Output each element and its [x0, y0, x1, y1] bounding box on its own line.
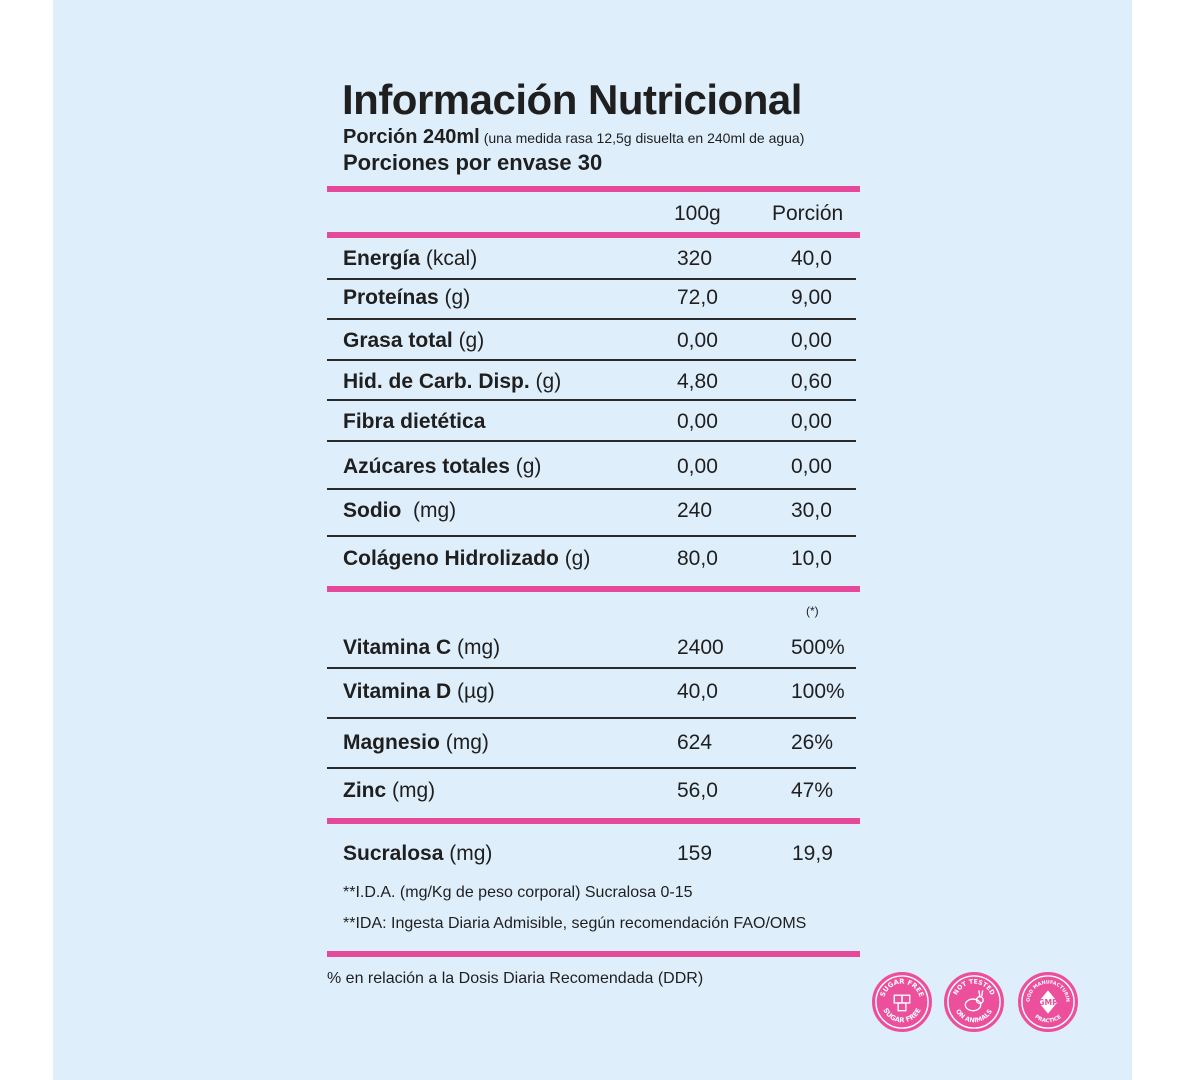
vitamin-label: Zinc (mg)	[343, 779, 436, 802]
sweetener-row: Sucralosa (mg) 159 19,9	[343, 842, 855, 872]
value-serving: 0,00	[791, 455, 832, 478]
nutrient-row-proteinas: Proteínas (g) 72,0 9,00	[343, 286, 855, 316]
row-divider	[327, 488, 856, 490]
label-panel	[53, 0, 1132, 1080]
not-tested-on-animals-icon: NOT TESTED ON ANIMALS	[947, 975, 1001, 1029]
value-serving: 19,9	[792, 842, 833, 865]
gmp-center-text: GMP	[1038, 998, 1058, 1007]
value-serving: 47%	[791, 779, 834, 802]
nutrient-label: Fibra dietética	[343, 410, 486, 433]
row-divider	[327, 278, 856, 280]
svg-text:PRACTICE: PRACTICE	[1033, 1014, 1062, 1025]
nutrient-label: Grasa total (g)	[343, 329, 485, 352]
column-header-serving: Porción	[772, 202, 844, 225]
vitamin-row-d: Vitamina D (µg) 40,0 100%	[343, 680, 855, 710]
row-divider	[327, 440, 856, 442]
value-100g: 72,0	[677, 286, 718, 309]
value-100g: 40,0	[677, 680, 718, 703]
nutrient-label: Sodio (mg)	[343, 499, 457, 522]
gmp-badge: GOOD MANUFACTURING PRACTICE GMP	[1018, 972, 1078, 1032]
serving-size: Porción 240ml (una medida rasa 12,5g disu…	[343, 126, 804, 149]
sweetener-label: Sucralosa (mg)	[343, 842, 493, 865]
vitamin-label: Vitamina D (µg)	[343, 680, 495, 703]
nutrient-label: Colágeno Hidrolizado (g)	[343, 547, 591, 570]
svg-text:SUGAR FREE: SUGAR FREE	[881, 1006, 923, 1024]
nutrient-row-grasa: Grasa total (g) 0,00 0,00	[343, 329, 855, 359]
value-serving: 40,0	[791, 247, 832, 270]
nutrient-label: Azúcares totales (g)	[343, 455, 542, 478]
value-100g: 80,0	[677, 547, 718, 570]
value-100g: 0,00	[677, 410, 718, 433]
nutrient-row-sodio: Sodio (mg) 240 30,0	[343, 499, 855, 529]
nutrient-label: Hid. de Carb. Disp. (g)	[343, 370, 562, 393]
row-divider	[327, 359, 856, 361]
vitamin-label: Vitamina C (mg)	[343, 636, 501, 659]
vitamin-label: Magnesio (mg)	[343, 731, 489, 754]
nutrient-label: Proteínas (g)	[343, 286, 471, 309]
value-serving: 0,00	[791, 410, 832, 433]
value-serving: 0,00	[791, 329, 832, 352]
vitamin-row-magnesio: Magnesio (mg) 624 26%	[343, 731, 855, 761]
nutrient-row-energia: Energía (kcal) 320 40,0	[343, 247, 855, 277]
gmp-icon: GOOD MANUFACTURING PRACTICE GMP	[1020, 973, 1075, 1029]
divider-header	[327, 232, 860, 238]
value-serving: 500%	[791, 636, 845, 659]
row-divider	[327, 535, 856, 537]
nutrient-row-colageno: Colágeno Hidrolizado (g) 80,0 10,0	[343, 547, 855, 577]
serving-label: Porción 240ml	[343, 126, 480, 148]
value-100g: 0,00	[677, 455, 718, 478]
value-100g: 56,0	[677, 779, 718, 802]
servings-per-container: Porciones por envase 30	[343, 150, 603, 175]
not-tested-badge: NOT TESTED ON ANIMALS	[944, 972, 1004, 1032]
value-serving: 100%	[791, 680, 845, 703]
value-100g: 320	[677, 247, 713, 270]
value-serving: 10,0	[791, 547, 832, 570]
row-divider	[327, 318, 856, 320]
sugar-free-icon: SUGAR FREE SUGAR FREE	[875, 975, 929, 1029]
nutrient-label: Energía (kcal)	[343, 247, 478, 270]
value-100g: 624	[677, 731, 713, 754]
value-serving: 9,00	[791, 286, 832, 309]
nutrient-row-fibra: Fibra dietética 0,00 0,00	[343, 410, 855, 440]
footnote-ida-definition: **IDA: Ingesta Diaria Admisible, según r…	[343, 915, 807, 932]
vitamin-row-zinc: Zinc (mg) 56,0 47%	[343, 779, 855, 809]
sugar-free-badge: SUGAR FREE SUGAR FREE	[872, 972, 932, 1032]
value-100g: 0,00	[677, 329, 718, 352]
row-divider	[327, 717, 856, 719]
value-100g: 4,80	[677, 370, 718, 393]
value-serving: 0,60	[791, 370, 832, 393]
value-100g: 240	[677, 499, 713, 522]
divider-sweetener	[327, 818, 860, 824]
serving-note: (una medida rasa 12,5g disuelta en 240ml…	[483, 130, 805, 146]
value-100g: 2400	[677, 636, 724, 659]
footnote-ida: **I.D.A. (mg/Kg de peso corporal) Sucral…	[343, 884, 693, 901]
vitamin-row-c: Vitamina C (mg) 2400 500%	[343, 636, 855, 666]
nutrient-row-carbohidratos: Hid. de Carb. Disp. (g) 4,80 0,60	[343, 370, 855, 400]
value-100g: 159	[677, 842, 713, 865]
row-divider	[327, 667, 856, 669]
value-serving: 26%	[791, 731, 834, 754]
divider-bottom	[327, 951, 860, 957]
ddr-note: % en relación a la Dosis Diaria Recomend…	[327, 970, 704, 987]
nutrient-row-azucares: Azúcares totales (g) 0,00 0,00	[343, 455, 855, 485]
page-title: Información Nutricional	[342, 76, 802, 123]
row-divider	[327, 399, 856, 401]
divider-top	[327, 186, 860, 192]
ddr-marker: (*)	[806, 604, 819, 618]
row-divider	[327, 767, 856, 769]
divider-vitamins	[327, 586, 860, 592]
value-serving: 30,0	[791, 499, 832, 522]
column-header-100g: 100g	[674, 202, 721, 225]
